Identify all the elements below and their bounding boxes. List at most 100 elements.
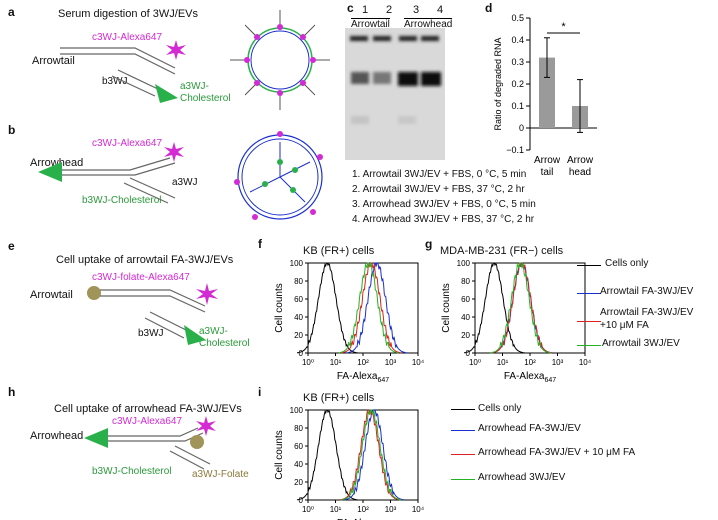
y-tick-label: 0.1 [511, 101, 524, 111]
flow-histogram-i: 0 20 40 60 80 100 10⁰ 10¹ 10² 10³ 10⁴ Cell counts FA… [274, 406, 425, 520]
panel-e-title: Cell uptake of arrowtail FA-3WJ/EVs [56, 254, 234, 266]
alexa-dye-icon [164, 142, 184, 162]
panel-h-a-strand: a3WJ-Folate [192, 469, 249, 480]
y-tick-label: 20 [461, 331, 470, 340]
panel-b-a-strand: a3WJ [172, 177, 198, 188]
x-tick-label: 10³ [385, 358, 397, 367]
legend-swatch-arrowtail-fa [577, 293, 601, 294]
x-tick-label: 10⁴ [412, 358, 425, 367]
y-tick-label: 20 [294, 478, 303, 487]
legend-swatch-arrowhead-fa [451, 430, 475, 431]
panel-e-cholesterol: Cholesterol [199, 338, 250, 349]
panel-label-i: i [258, 385, 262, 399]
panel-e-b-strand: b3WJ [138, 328, 164, 339]
x-tick-label: 10⁰ [302, 505, 314, 514]
y-tick-label: 0 [466, 349, 471, 358]
lane-3: 3 [413, 4, 420, 16]
panel-h-c-strand: c3WJ-Alexa647 [112, 416, 183, 427]
x-tick-label: 10² [524, 358, 536, 367]
panel-a-name: Arrowtail [32, 55, 75, 67]
legend-swatch-cells-only [577, 265, 601, 266]
alexa-dye-icon [166, 40, 186, 60]
panel-label-g: g [425, 237, 433, 251]
panel-a-a-strand: a3WJ- [180, 81, 209, 92]
panel-label-b: b [8, 123, 16, 137]
legend-swatch-arrowtail-3wj [577, 345, 601, 346]
gel-legend-2: 2. Arrowtail 3WJ/EV + FBS, 37 °C, 2 hr [352, 184, 525, 195]
panel-label-d: d [485, 1, 493, 15]
histogram-series-3 [490, 261, 551, 354]
y-tick-label: 0.4 [511, 35, 524, 45]
legend-swatch-arrowhead-fa-free [451, 454, 475, 455]
y-axis-label: Cell counts [441, 283, 452, 332]
histogram-series-0 [463, 262, 525, 354]
panel-a-c-strand: c3WJ-Alexa647 [92, 32, 163, 43]
panel-b-c-strand: c3WJ-Alexa647 [92, 138, 163, 149]
y-tick-label: 20 [294, 331, 303, 340]
y-tick-label: 0 [299, 349, 304, 358]
y-tick-label: 0.5 [511, 13, 524, 23]
y-tick-label: 80 [461, 277, 470, 286]
panel-a-b-strand: b3WJ [102, 76, 128, 87]
histogram-series-3 [338, 261, 399, 354]
legend-i-cells-only: Cells only [478, 403, 522, 414]
y-axis-label: Ratio of degraded RNA [493, 37, 503, 130]
legend-fg-cells-only: Cells only [605, 258, 649, 269]
panel-label-e: e [8, 239, 15, 253]
x-tick-label: 10¹ [497, 358, 509, 367]
legend-fg-arrowtail-fa-free-2: +10 μM FA [600, 320, 649, 331]
legend-swatch-cells-only [451, 409, 475, 410]
gel-image [345, 28, 445, 160]
x-tick-label: 10³ [552, 358, 564, 367]
legend-swatch-arrowtail-fa-free [577, 321, 601, 322]
panel-label-c: c [347, 1, 354, 15]
gel-group-arrowtail: Arrowtail [351, 18, 390, 30]
bar-arrow-tail [539, 57, 555, 128]
lane-2: 2 [386, 4, 393, 16]
panel-i-title: KB (FR+) cells [303, 392, 375, 404]
gel-legend-4: 4. Arrowhead 3WJ/EV + FBS, 37 °C, 2 hr [352, 214, 535, 225]
y-tick-label: 60 [461, 295, 470, 304]
y-axis-label: Cell counts [274, 283, 285, 332]
y-tick-label: 0 [519, 123, 524, 133]
panel-g-title: MDA-MB-231 (FR−) cells [440, 245, 564, 257]
panel-e-c-strand: c3WJ-folate-Alexa647 [92, 272, 190, 283]
y-tick-label: −0.1 [506, 145, 524, 155]
panel-b-name: Arrowhead [30, 157, 84, 169]
histogram-series-0 [296, 409, 358, 501]
panel-b-b-strand: b3WJ-Cholesterol [82, 195, 162, 206]
degraded-rna-bar-chart: −0.1 0 0.1 0.2 0.3 0.4 0.5 Ratio of degraded RN… [493, 13, 597, 178]
gel-bands [350, 36, 441, 124]
y-tick-label: 0.3 [511, 57, 524, 67]
y-tick-label: 60 [294, 442, 303, 451]
y-tick-label: 80 [294, 277, 303, 286]
histogram-series-3 [340, 408, 402, 501]
panel-h-title: Cell uptake of arrowhead FA-3WJ/EVs [54, 403, 242, 415]
category-label: tail [541, 167, 554, 178]
legend-i-arrowhead-fa-free: Arrowhead FA-3WJ/EV + 10 μM FA [478, 447, 636, 458]
x-tick-label: 10² [357, 505, 369, 514]
x-tick-label: 10⁴ [579, 358, 592, 367]
panel-label-h: h [8, 385, 16, 399]
x-tick-label: 10¹ [330, 358, 342, 367]
legend-fg-arrowtail-3wj: Arrowtail 3WJ/EV [602, 338, 680, 349]
panel-a-title: Serum digestion of 3WJ/EVs [58, 8, 199, 20]
flow-histogram-f: 0 20 40 60 80 100 10⁰ 10¹ 10² 10³ 10⁴ Cell counts FA… [274, 259, 425, 384]
x-axis-label: FA-Alexa647 [337, 518, 389, 520]
gel-legend-1: 1. Arrowtail 3WJ/EV + FBS, 0 °C, 5 min [352, 169, 527, 180]
histogram-series-1 [491, 262, 553, 354]
y-tick-label: 100 [290, 259, 304, 268]
flow-histogram-g: 0 20 40 60 80 100 10⁰ 10¹ 10² 10³ 10⁴ Cell counts FA… [441, 259, 592, 384]
y-axis-label: Cell counts [274, 430, 285, 479]
panel-f-title: KB (FR+) cells [303, 245, 375, 257]
panel-e-name: Arrowtail [30, 289, 73, 301]
legend-i-arrowhead-3wj: Arrowhead 3WJ/EV [478, 472, 566, 483]
x-axis-label-subscript: 647 [377, 377, 389, 384]
panel-h-name: Arrowhead [30, 430, 84, 442]
histogram-series-0 [296, 262, 358, 354]
lane-1: 1 [362, 4, 369, 16]
